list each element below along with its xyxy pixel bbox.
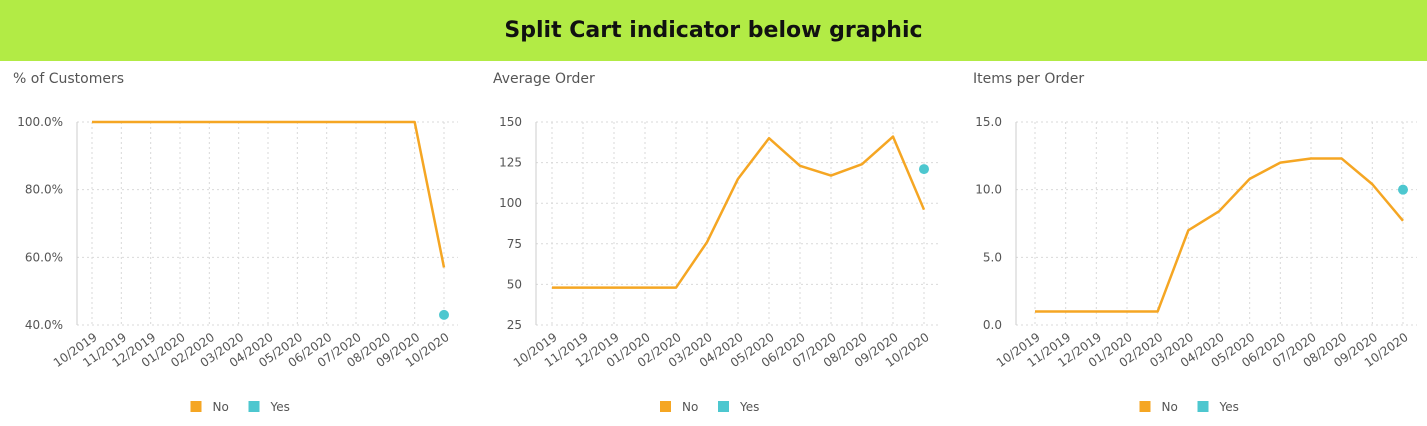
legend-label-yes: Yes xyxy=(739,400,759,414)
legend-label-no: No xyxy=(213,400,229,414)
y-tick-label: 100 xyxy=(499,196,522,210)
legend-swatch-yes xyxy=(1197,401,1209,412)
banner: Split Cart indicator below graphic xyxy=(0,0,1427,61)
y-tick-label: 100.0% xyxy=(17,115,63,129)
legend-swatch-no xyxy=(1139,401,1151,412)
banner-title: Split Cart indicator below graphic xyxy=(504,18,923,43)
y-tick-label: 15.0 xyxy=(975,115,1002,129)
legend-swatch-no xyxy=(660,401,671,412)
y-tick-label: 25 xyxy=(507,318,522,332)
legend-label-no: No xyxy=(682,400,698,414)
y-tick-label: 5.0 xyxy=(983,250,1002,264)
y-tick-label: 150 xyxy=(499,115,522,129)
legend-label-yes: Yes xyxy=(270,400,290,414)
legend-swatch-yes xyxy=(248,401,260,412)
series-point-yes xyxy=(919,164,929,175)
y-tick-label: 80.0% xyxy=(25,183,63,197)
y-tick-label: 40.0% xyxy=(25,318,63,332)
series-line-no xyxy=(1035,157,1404,313)
y-tick-label: 0.0 xyxy=(983,318,1002,332)
y-tick-label: 60.0% xyxy=(25,250,63,264)
chart-title-customers: % of Customers xyxy=(13,71,124,87)
y-tick-label: 10.0 xyxy=(975,183,1002,197)
series-line-no xyxy=(552,135,926,289)
series-point-yes xyxy=(1398,184,1408,195)
y-tick-label: 75 xyxy=(507,237,522,251)
y-tick-label: 125 xyxy=(499,156,522,170)
legend-swatch-yes xyxy=(718,401,729,412)
chart-title-average-order: Average Order xyxy=(493,71,595,87)
series-line-no xyxy=(92,120,446,268)
legend-label-no: No xyxy=(1162,400,1178,414)
chart-title-items-per-order: Items per Order xyxy=(973,71,1085,87)
legend-swatch-no xyxy=(190,401,202,412)
legend-label-yes: Yes xyxy=(1219,400,1239,414)
y-tick-label: 50 xyxy=(507,277,522,291)
series-point-yes xyxy=(439,309,449,320)
